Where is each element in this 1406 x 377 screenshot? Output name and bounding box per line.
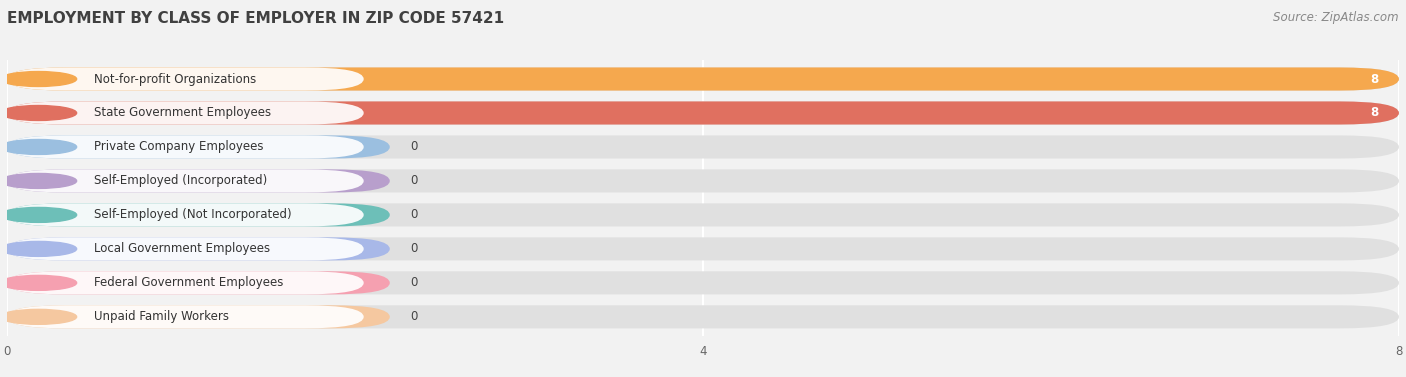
Text: State Government Employees: State Government Employees bbox=[94, 106, 271, 120]
FancyBboxPatch shape bbox=[7, 203, 389, 227]
FancyBboxPatch shape bbox=[7, 67, 1399, 90]
Text: 0: 0 bbox=[411, 242, 418, 255]
FancyBboxPatch shape bbox=[7, 238, 389, 261]
FancyBboxPatch shape bbox=[7, 67, 1399, 90]
FancyBboxPatch shape bbox=[7, 305, 1399, 328]
Text: 0: 0 bbox=[411, 310, 418, 323]
Circle shape bbox=[0, 139, 77, 155]
FancyBboxPatch shape bbox=[7, 203, 1399, 227]
Text: Local Government Employees: Local Government Employees bbox=[94, 242, 270, 255]
Text: 0: 0 bbox=[411, 208, 418, 221]
FancyBboxPatch shape bbox=[7, 101, 1399, 124]
Circle shape bbox=[0, 275, 77, 290]
Text: Unpaid Family Workers: Unpaid Family Workers bbox=[94, 310, 229, 323]
FancyBboxPatch shape bbox=[7, 101, 1399, 124]
FancyBboxPatch shape bbox=[7, 305, 389, 328]
FancyBboxPatch shape bbox=[7, 238, 364, 261]
Text: Federal Government Employees: Federal Government Employees bbox=[94, 276, 284, 290]
Text: Self-Employed (Not Incorporated): Self-Employed (Not Incorporated) bbox=[94, 208, 291, 221]
Circle shape bbox=[0, 310, 77, 324]
FancyBboxPatch shape bbox=[7, 271, 389, 294]
FancyBboxPatch shape bbox=[7, 135, 389, 158]
Text: Source: ZipAtlas.com: Source: ZipAtlas.com bbox=[1274, 11, 1399, 24]
FancyBboxPatch shape bbox=[7, 135, 1399, 158]
Text: 0: 0 bbox=[411, 175, 418, 187]
FancyBboxPatch shape bbox=[7, 67, 364, 90]
FancyBboxPatch shape bbox=[7, 305, 364, 328]
Text: Private Company Employees: Private Company Employees bbox=[94, 141, 263, 153]
FancyBboxPatch shape bbox=[7, 271, 364, 294]
FancyBboxPatch shape bbox=[7, 271, 1399, 294]
FancyBboxPatch shape bbox=[7, 135, 364, 158]
Circle shape bbox=[0, 241, 77, 256]
FancyBboxPatch shape bbox=[7, 238, 1399, 261]
Text: EMPLOYMENT BY CLASS OF EMPLOYER IN ZIP CODE 57421: EMPLOYMENT BY CLASS OF EMPLOYER IN ZIP C… bbox=[7, 11, 505, 26]
FancyBboxPatch shape bbox=[7, 169, 364, 193]
FancyBboxPatch shape bbox=[7, 203, 364, 227]
Circle shape bbox=[0, 106, 77, 121]
Circle shape bbox=[0, 72, 77, 86]
FancyBboxPatch shape bbox=[7, 101, 364, 124]
FancyBboxPatch shape bbox=[7, 169, 1399, 193]
Text: 0: 0 bbox=[411, 141, 418, 153]
FancyBboxPatch shape bbox=[7, 169, 389, 193]
Text: Not-for-profit Organizations: Not-for-profit Organizations bbox=[94, 72, 256, 86]
Text: 0: 0 bbox=[411, 276, 418, 290]
Text: Self-Employed (Incorporated): Self-Employed (Incorporated) bbox=[94, 175, 267, 187]
Circle shape bbox=[0, 173, 77, 188]
Circle shape bbox=[0, 207, 77, 222]
Text: 8: 8 bbox=[1369, 106, 1378, 120]
Text: 8: 8 bbox=[1369, 72, 1378, 86]
